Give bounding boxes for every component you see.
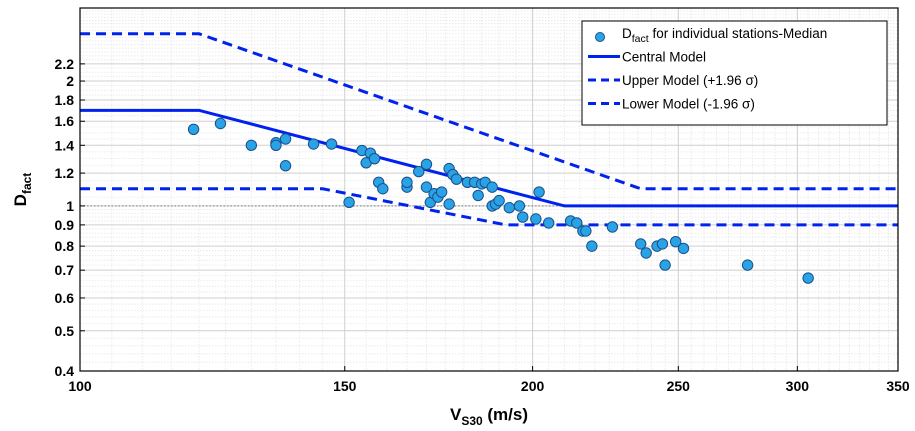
x-axis-label-sub: S30 xyxy=(461,414,483,428)
axis-ticks: 100 150 200 250 300 350 0.4 0.5 0.6 0.7 0.8 0.9 1 1.2… xyxy=(55,56,910,394)
model-lines xyxy=(80,32,898,227)
y-tick-label: 1.4 xyxy=(55,137,75,153)
series-line-3 xyxy=(80,187,898,227)
scatter-point xyxy=(413,165,425,178)
scatter-point xyxy=(307,138,320,150)
plot-frame xyxy=(79,7,899,372)
scatter-point xyxy=(420,158,433,170)
legend-label-stations-main: D xyxy=(622,26,632,41)
x-axis-label-main: V xyxy=(450,405,462,424)
x-axis-label: VS30 (m/s) xyxy=(450,405,528,428)
scatter-point xyxy=(533,186,545,198)
y-tick-label: 2.2 xyxy=(55,56,75,72)
legend-label-stations-rest: for individual stations-Median xyxy=(649,26,828,41)
scatter-point xyxy=(443,198,455,210)
y-tick-label: 0.5 xyxy=(55,323,75,339)
scatter-point xyxy=(450,173,463,185)
y-tick-label: 0.4 xyxy=(55,363,75,379)
scatter-point xyxy=(586,240,598,252)
x-tick-label: 100 xyxy=(68,378,92,394)
scatter-point xyxy=(214,117,227,130)
scatter-point xyxy=(741,259,754,271)
scatter-point xyxy=(472,189,484,202)
scatter-point xyxy=(279,133,292,145)
y-axis-label-main: D xyxy=(11,194,30,206)
scatter-point xyxy=(325,138,338,150)
scatter-point xyxy=(659,259,671,271)
scatter-point xyxy=(802,272,814,284)
x-axis-label-rest: (m/s) xyxy=(483,405,528,424)
y-tick-label: 1 xyxy=(66,198,74,214)
scatter-point xyxy=(279,160,292,172)
scatter-point xyxy=(503,202,516,214)
x-tick-label: 150 xyxy=(333,378,357,394)
x-tick-label: 200 xyxy=(521,378,545,394)
scatter-point xyxy=(634,238,647,250)
scatter-point xyxy=(377,183,389,195)
legend-label-stations-sub: fact xyxy=(632,33,649,45)
scatter-point xyxy=(368,152,381,165)
scatter-point xyxy=(435,186,448,198)
scatter-point xyxy=(580,225,592,237)
scatter-point xyxy=(543,217,555,229)
y-tick-label: 2 xyxy=(66,73,74,89)
scatter-point xyxy=(401,176,413,189)
legend-label-upper: Upper Model (+1.96 σ) xyxy=(622,73,758,88)
scatter-point xyxy=(677,242,690,255)
scatter-points xyxy=(187,117,814,284)
legend-label-central: Central Model xyxy=(622,50,706,65)
series-line-2 xyxy=(80,32,898,191)
scatter-point xyxy=(530,213,542,225)
scatter-point xyxy=(493,194,505,207)
y-axis-label-sub: fact xyxy=(20,173,34,194)
x-tick-label: 300 xyxy=(786,378,810,394)
scatter-point xyxy=(513,200,526,212)
y-axis-label: Dfact xyxy=(11,173,34,207)
series-line-1 xyxy=(80,108,898,208)
scatter-point xyxy=(606,221,619,233)
scatter-point xyxy=(270,139,282,152)
scatter-point xyxy=(343,196,355,209)
legend-label-lower: Lower Model (-1.96 σ) xyxy=(622,97,755,112)
legend-marker-stations xyxy=(595,32,605,42)
scatter-point xyxy=(669,235,682,248)
scatter-point xyxy=(656,238,669,250)
y-tick-label: 0.7 xyxy=(55,262,75,278)
scatter-point xyxy=(187,123,200,136)
y-tick-label: 0.6 xyxy=(55,290,75,306)
y-tick-label: 1.6 xyxy=(55,113,75,129)
y-tick-label: 0.9 xyxy=(55,217,75,233)
y-tick-label: 1.2 xyxy=(55,165,75,181)
legend-label-stations: Dfact for individual stations-Median xyxy=(622,26,827,45)
scatter-point xyxy=(571,217,583,229)
scatter-point xyxy=(245,139,258,152)
scatter-point xyxy=(517,211,529,223)
y-tick-label: 0.8 xyxy=(55,238,75,254)
scatter-point xyxy=(486,181,498,193)
x-tick-label: 250 xyxy=(667,378,691,394)
legend: Dfact for individual stations-Median Cen… xyxy=(581,20,888,126)
y-tick-label: 1.8 xyxy=(55,92,75,108)
x-tick-label: 350 xyxy=(886,378,910,394)
scatter-point xyxy=(420,181,433,193)
legend-box xyxy=(581,20,888,126)
scatter-point xyxy=(640,247,652,259)
